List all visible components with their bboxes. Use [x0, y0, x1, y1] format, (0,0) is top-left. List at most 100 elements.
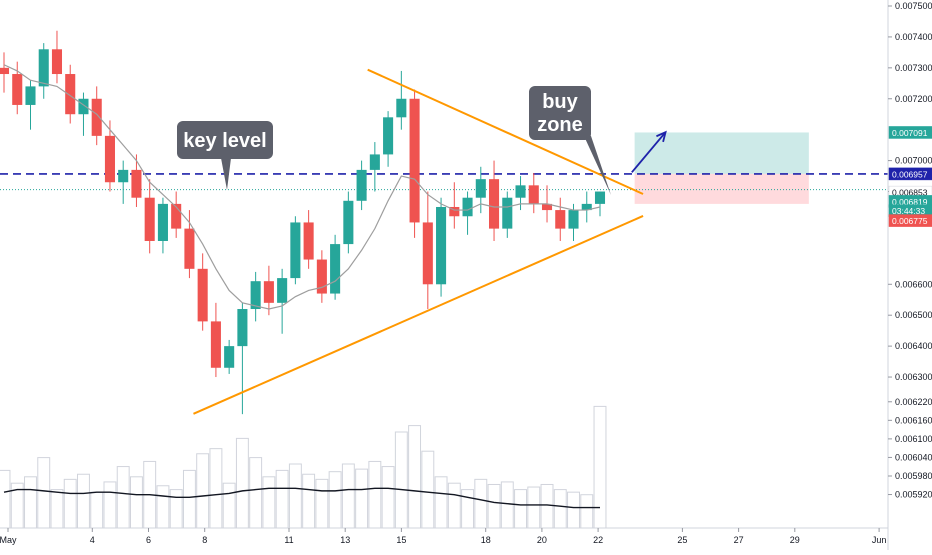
time-tick-label: Jun	[872, 535, 887, 545]
callout-box	[177, 121, 273, 159]
time-axis[interactable]: May 4 6 8 11 13 15 18 20 22 25 27 29 Jun	[0, 527, 888, 545]
candle-body	[0, 67, 10, 75]
candle-body	[78, 98, 89, 115]
candle-body	[316, 259, 327, 294]
price-label: 03:44:33	[892, 206, 925, 216]
candle-body	[118, 169, 129, 183]
price-tick-label: 0.005980	[895, 471, 932, 481]
candle-body	[157, 203, 168, 241]
candle-body	[51, 49, 63, 75]
candle-body	[104, 135, 115, 183]
time-tick-label: May	[0, 535, 17, 545]
candle-body	[91, 98, 102, 136]
candle-body	[197, 268, 208, 322]
candle-body	[396, 98, 407, 118]
candle-body	[237, 309, 248, 347]
candle-body	[502, 197, 513, 229]
time-tick-label: 22	[593, 535, 603, 545]
moving-average	[3, 64, 601, 310]
candle-body	[131, 169, 142, 198]
time-tick-label: 25	[677, 535, 687, 545]
arrow-head	[656, 130, 667, 143]
time-tick-label: 8	[202, 535, 207, 545]
candle-body	[581, 203, 592, 211]
time-tick-label: 4	[90, 535, 95, 545]
candle-body	[555, 210, 566, 229]
candle-body	[277, 278, 288, 303]
candle-body	[290, 222, 301, 279]
triangle-upper-line	[367, 68, 644, 195]
price-label: 0.006775	[892, 216, 928, 226]
candle-body	[383, 117, 394, 155]
candle-body	[369, 154, 380, 170]
price-label: 0.007091	[892, 128, 928, 138]
callout-pointer	[584, 136, 611, 195]
price-tick-label: 0.005920	[895, 490, 932, 500]
price-label-box	[888, 214, 932, 227]
price-tick-label: 0.006400	[895, 341, 932, 351]
price-axis[interactable]: 0.007500 0.007400 0.007300 0.007200 0.007000…	[887, 0, 932, 550]
triangle-lower-line	[193, 215, 644, 415]
candle-body	[12, 74, 23, 105]
level-lines	[0, 173, 888, 191]
candle-body	[568, 210, 579, 229]
time-tick-label: 6	[146, 535, 151, 545]
price-tick-label: 0.007200	[895, 94, 932, 104]
candle-body	[330, 244, 341, 294]
candle-body	[184, 228, 195, 269]
time-tick-label: 27	[734, 535, 744, 545]
time-tick-label: 20	[537, 535, 547, 545]
price-tick-label: 0.007500	[895, 1, 932, 11]
volume-ma-line	[3, 487, 600, 509]
candle-body	[38, 49, 49, 87]
candle-body	[541, 203, 553, 211]
candle-body	[144, 197, 155, 241]
price-tick-label: 0.006500	[895, 310, 932, 320]
candle-body	[489, 179, 500, 229]
callout-label: zone	[537, 114, 583, 136]
time-tick-label: 29	[790, 535, 800, 545]
price-label: 0.006819	[892, 197, 928, 207]
candle-body	[224, 346, 235, 368]
price-label-box	[888, 167, 932, 181]
callout-label: key level	[183, 130, 266, 152]
ma-line	[3, 64, 601, 310]
candle-body	[528, 185, 539, 204]
price-label: 0.006853	[892, 188, 928, 198]
price-tick-label: 0.007400	[895, 32, 932, 42]
candle-body	[171, 203, 182, 229]
time-tick-label: 15	[396, 535, 406, 545]
candle-body	[449, 206, 460, 217]
time-tick-label: 11	[284, 535, 293, 545]
candle-body	[409, 98, 420, 223]
candle-body	[210, 321, 221, 368]
price-label-box	[888, 126, 932, 139]
price-tick-label: 0.006040	[895, 452, 932, 462]
price-tick-label: 0.007000	[895, 156, 932, 166]
candle-body	[515, 185, 526, 198]
breakout-arrow	[631, 130, 667, 173]
callout-box	[529, 86, 591, 140]
time-tick-label: 13	[340, 535, 350, 545]
callout-key-level: key level	[177, 121, 273, 190]
arrow-shaft	[631, 131, 667, 173]
candle-body	[356, 169, 367, 201]
trade-zones	[634, 132, 809, 204]
candle-body	[65, 74, 76, 115]
time-tick-label: 18	[481, 535, 491, 545]
price-tick-label: 0.006160	[895, 415, 932, 425]
candle-body	[263, 281, 274, 303]
callout-pointer	[221, 158, 231, 190]
candle-body	[422, 222, 433, 285]
candle-body	[594, 191, 606, 204]
price-tick-label: 0.007300	[895, 63, 932, 73]
price-tick-label: 0.006100	[895, 434, 932, 444]
candle-body	[462, 197, 473, 217]
candle-body	[436, 206, 447, 285]
candle-body	[25, 86, 36, 105]
